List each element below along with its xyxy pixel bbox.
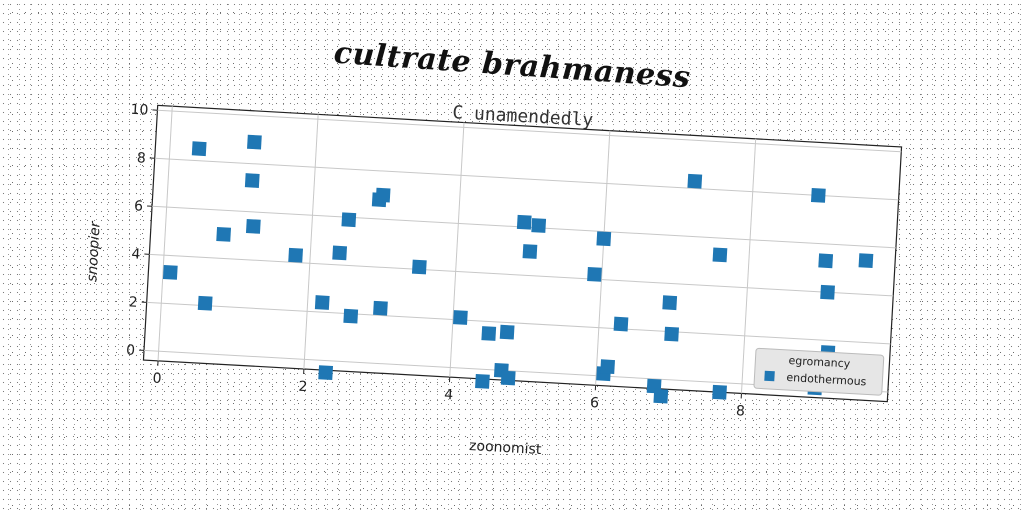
x-tick-label: 4: [444, 387, 454, 403]
data-point: [314, 295, 330, 310]
data-point: [481, 326, 497, 341]
data-point: [245, 219, 261, 234]
legend-box: [753, 347, 885, 396]
data-point: [197, 295, 213, 311]
data-point: [516, 214, 532, 230]
data-points: [162, 134, 874, 404]
y-grid-line: [146, 301, 891, 345]
data-point: [522, 244, 538, 259]
x-tick-label: 2: [298, 379, 308, 395]
x-grid-line: [595, 130, 611, 386]
data-point: [613, 316, 629, 332]
x-grid-line: [303, 114, 319, 370]
data-point: [373, 300, 388, 316]
data-point: [531, 218, 547, 233]
x-tick-label: 8: [736, 403, 746, 419]
y-tick-label: 2: [128, 294, 138, 310]
y-tick-label: 0: [126, 342, 136, 358]
data-point: [818, 253, 834, 269]
y-grid-line: [157, 109, 902, 153]
data-point: [341, 212, 357, 228]
data-point: [453, 310, 468, 325]
data-point: [653, 388, 669, 404]
data-point: [288, 247, 304, 263]
data-point: [343, 308, 359, 324]
data-point: [411, 259, 427, 275]
legend: egromancy endothermous: [753, 347, 885, 396]
x-grid-line: [740, 138, 757, 394]
x-axis-label: zoonomist: [469, 438, 543, 458]
axis-ticks: 0 2 4 6 8 0 2 4 6 8 10: [126, 102, 746, 420]
legend-marker: [764, 370, 775, 382]
data-point: [318, 365, 334, 380]
data-point: [662, 295, 678, 311]
plot-area: 0 2 4 6 8 0 2 4 6 8 10 egromancy endothermous: [126, 102, 903, 420]
y-axis-label: snoopier: [84, 220, 103, 282]
y-grid-line: [149, 253, 894, 297]
data-point: [244, 173, 260, 188]
x-grid-line: [157, 106, 173, 361]
data-point: [247, 134, 262, 150]
data-point: [664, 326, 679, 342]
y-tick-label: 8: [136, 150, 146, 166]
data-point: [500, 370, 516, 386]
data-point: [712, 384, 727, 400]
data-point: [820, 284, 835, 300]
data-point: [475, 373, 490, 389]
data-point: [687, 173, 703, 189]
data-point: [499, 324, 515, 340]
data-point: [587, 267, 602, 282]
legend-title: egromancy: [788, 354, 851, 370]
legend-series-label: endothermous: [786, 371, 867, 388]
x-grid-line: [449, 122, 465, 378]
data-point: [216, 227, 232, 242]
data-point: [162, 264, 178, 280]
data-point: [858, 253, 874, 269]
x-tick-label: 0: [152, 371, 162, 387]
x-tick-label: 6: [590, 395, 600, 411]
data-point: [712, 247, 728, 263]
y-tick-label: 6: [134, 198, 144, 214]
data-point: [375, 187, 391, 203]
grid-lines: [143, 106, 902, 394]
plot-frame: [142, 104, 903, 403]
data-point: [332, 245, 348, 261]
data-point: [191, 141, 207, 157]
data-point: [810, 187, 826, 203]
data-point: [600, 359, 615, 375]
y-grid-line: [154, 157, 899, 201]
y-tick-label: 4: [131, 246, 141, 262]
y-tick-label: 10: [130, 102, 149, 119]
data-point: [596, 231, 612, 247]
